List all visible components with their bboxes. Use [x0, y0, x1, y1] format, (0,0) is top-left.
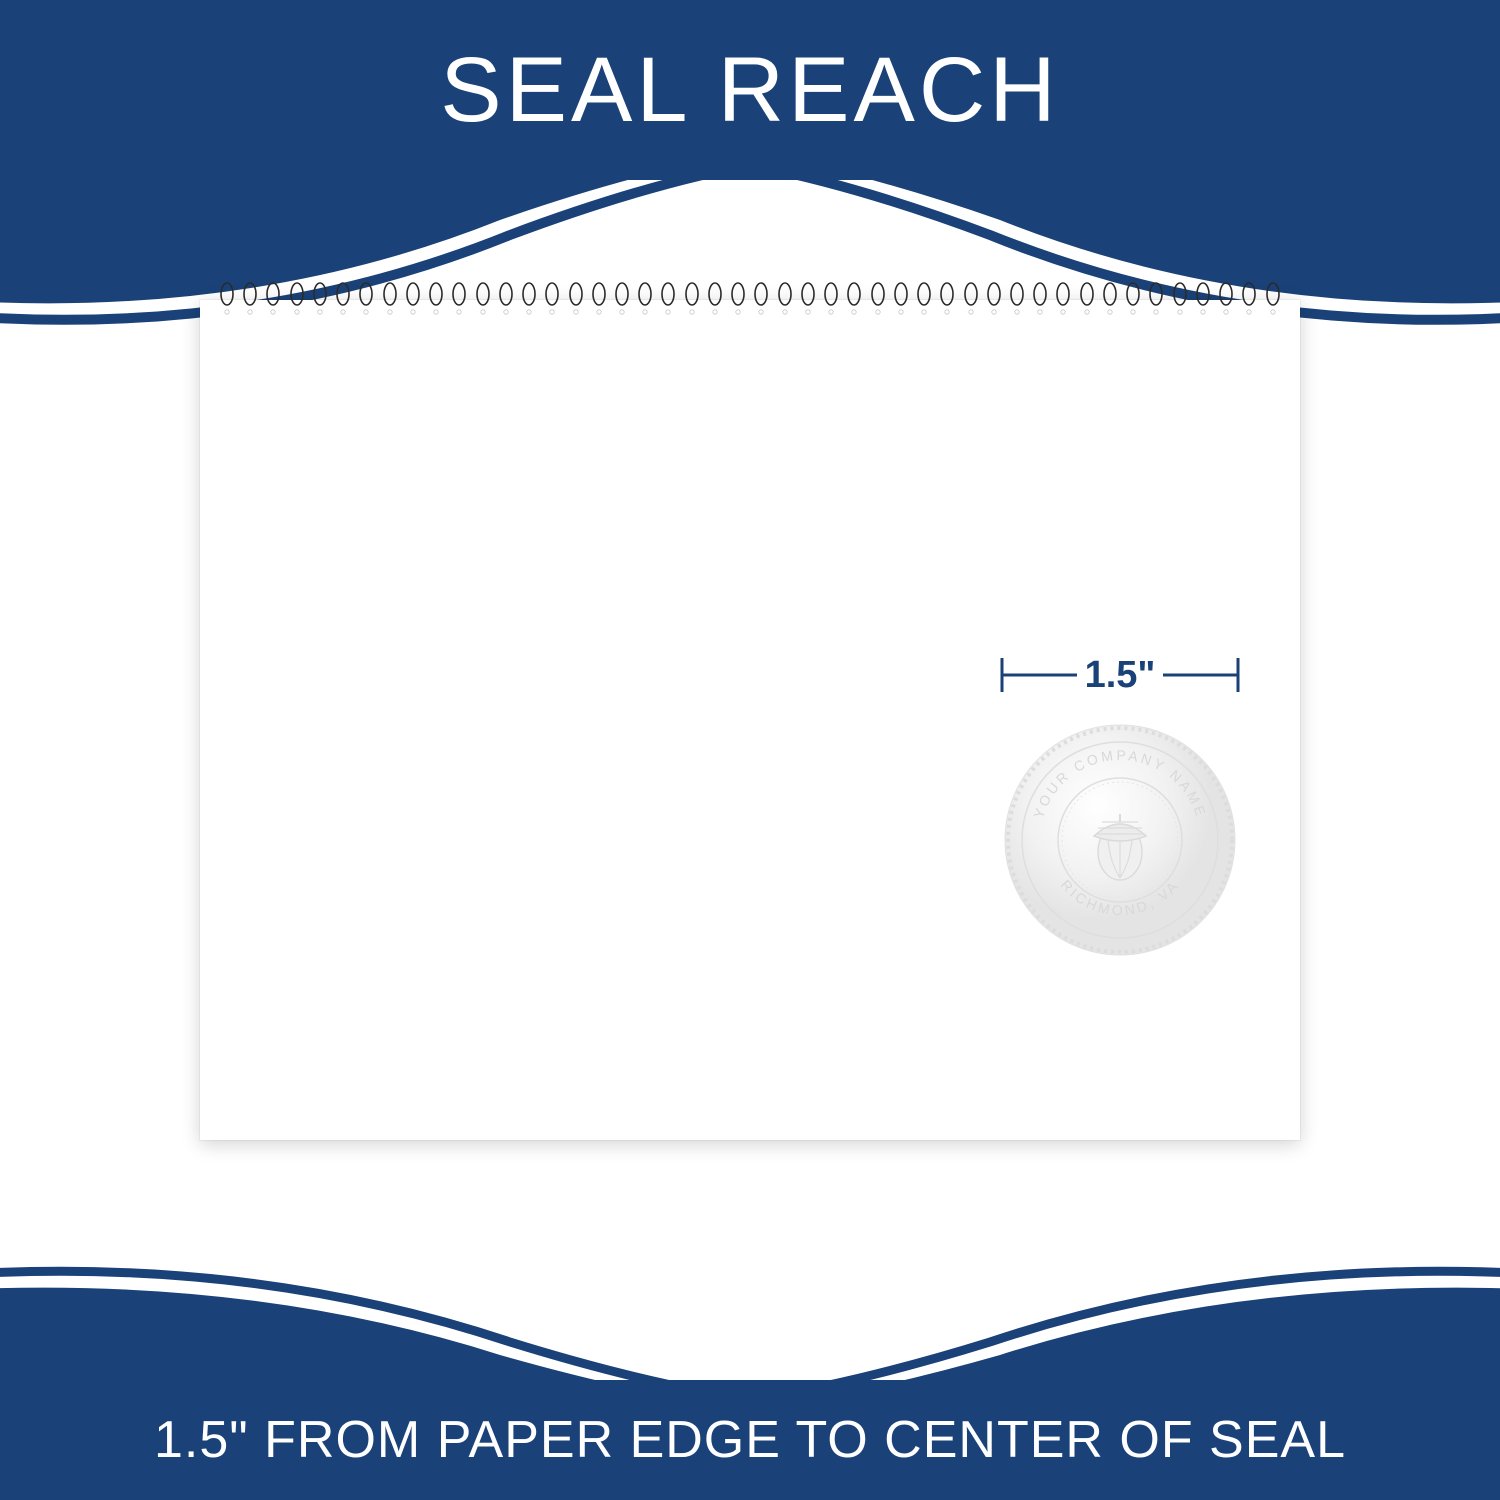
spiral-ring: [1219, 282, 1233, 318]
header-band: SEAL REACH: [0, 0, 1500, 180]
spiral-ring: [778, 282, 792, 318]
spiral-ring: [894, 282, 908, 318]
measurement-label: 1.5": [1077, 654, 1164, 697]
spiral-ring: [266, 282, 280, 318]
spiral-ring: [359, 282, 373, 318]
spiral-ring: [824, 282, 838, 318]
spiral-ring: [452, 282, 466, 318]
spiral-ring: [754, 282, 768, 318]
spiral-binding: [220, 282, 1280, 318]
spiral-ring: [313, 282, 327, 318]
spiral-ring: [1149, 282, 1163, 318]
spiral-ring: [220, 282, 234, 318]
footer-band: 1.5" FROM PAPER EDGE TO CENTER OF SEAL: [0, 1380, 1500, 1500]
spiral-ring: [569, 282, 583, 318]
spiral-ring: [1010, 282, 1024, 318]
spiral-ring: [940, 282, 954, 318]
spiral-ring: [1242, 282, 1256, 318]
spiral-ring: [476, 282, 490, 318]
spiral-ring: [336, 282, 350, 318]
spiral-ring: [1103, 282, 1117, 318]
spiral-ring: [1056, 282, 1070, 318]
embossed-seal: YOUR COMPANY NAME RICHMOND, VA: [1000, 720, 1240, 960]
spiral-ring: [522, 282, 536, 318]
spiral-ring: [801, 282, 815, 318]
spiral-ring: [1126, 282, 1140, 318]
spiral-ring: [731, 282, 745, 318]
page-title: SEAL REACH: [440, 38, 1059, 143]
spiral-ring: [708, 282, 722, 318]
spiral-ring: [1266, 282, 1280, 318]
spiral-ring: [685, 282, 699, 318]
spiral-ring: [1033, 282, 1047, 318]
spiral-ring: [545, 282, 559, 318]
footer-text: 1.5" FROM PAPER EDGE TO CENTER OF SEAL: [154, 1410, 1346, 1470]
spiral-ring: [847, 282, 861, 318]
spiral-ring: [499, 282, 513, 318]
spiral-ring: [964, 282, 978, 318]
measurement-indicator: 1.5": [1000, 650, 1240, 700]
spiral-ring: [243, 282, 257, 318]
spiral-ring: [661, 282, 675, 318]
spiral-ring: [383, 282, 397, 318]
spiral-ring: [1080, 282, 1094, 318]
notepad: 1.5" YOUR COMPANY NAME: [200, 300, 1300, 1140]
spiral-ring: [615, 282, 629, 318]
spiral-ring: [871, 282, 885, 318]
spiral-ring: [290, 282, 304, 318]
spiral-ring: [429, 282, 443, 318]
spiral-ring: [917, 282, 931, 318]
spiral-ring: [592, 282, 606, 318]
spiral-ring: [987, 282, 1001, 318]
spiral-ring: [1196, 282, 1210, 318]
spiral-ring: [1173, 282, 1187, 318]
spiral-ring: [406, 282, 420, 318]
spiral-ring: [638, 282, 652, 318]
